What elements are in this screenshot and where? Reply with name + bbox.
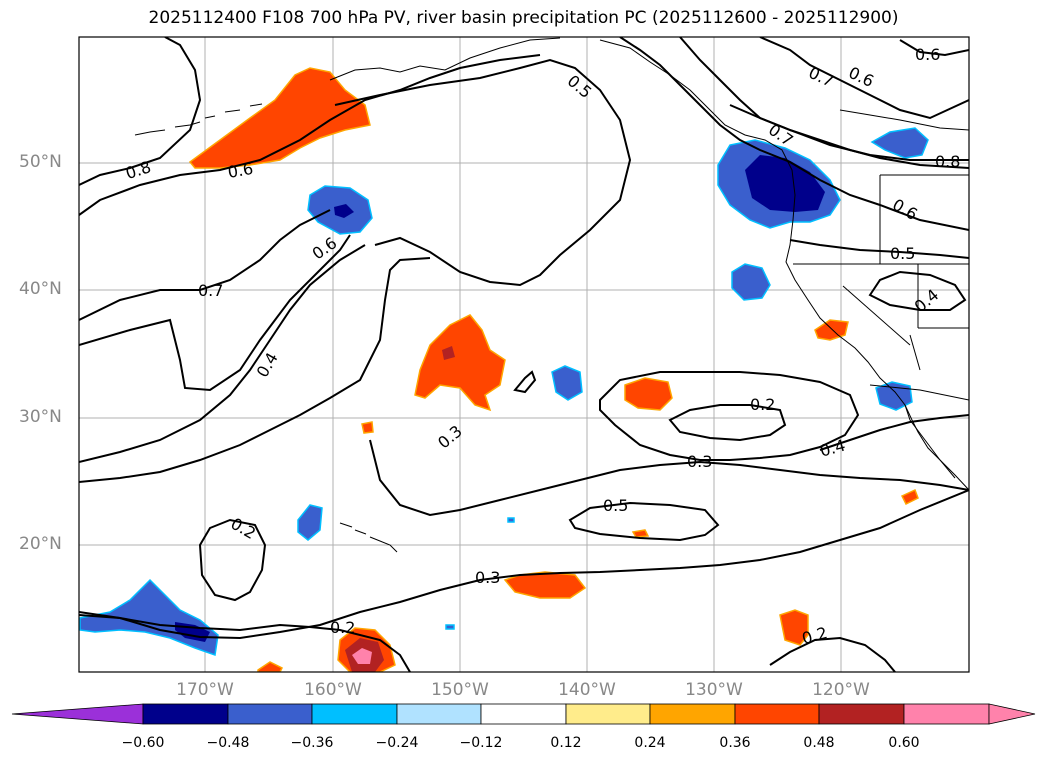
precip-neg-pacnw-core xyxy=(745,155,825,212)
precip-core-central xyxy=(442,346,455,360)
precip-peak-hawaii-south xyxy=(352,648,372,664)
precip-blob-baja xyxy=(779,609,809,646)
colorbar-tick-label: 0.48 xyxy=(803,735,835,751)
precip-neg-small xyxy=(551,365,583,401)
contour-label: 0.6 xyxy=(226,159,254,182)
contour-0.4-central xyxy=(599,371,860,461)
colorbar-extend-low xyxy=(11,703,144,725)
contour-label: 0.6 xyxy=(915,45,940,64)
precip-blob-small4 xyxy=(900,488,919,506)
contour-0.8-ne xyxy=(729,104,969,161)
precip-blob-small3 xyxy=(631,529,650,538)
lat-label: 30°N xyxy=(19,407,62,427)
contour-0.6-ne xyxy=(759,37,969,120)
precip-neg-midlat xyxy=(731,263,771,301)
colorbar-tick-label: −0.48 xyxy=(206,735,250,751)
colorbar-tick-label: −0.36 xyxy=(290,735,334,751)
precip-blob-central xyxy=(414,314,506,412)
precip-neg-dot1 xyxy=(507,517,515,523)
colorbar-tick-label: −0.60 xyxy=(121,735,165,751)
lon-label: 160°W xyxy=(304,680,362,700)
map-title: 2025112400 F108 700 hPa PV, river basin … xyxy=(148,8,899,28)
negative-precip-anomaly xyxy=(79,127,929,657)
contour-label: 0.6 xyxy=(889,195,921,224)
contour-0.5-ne xyxy=(789,239,969,259)
contour-label: 0.3 xyxy=(687,452,712,471)
contour-label: 0.5 xyxy=(603,496,628,515)
contour-label: 0.7 xyxy=(806,63,837,91)
contour-0.6-northwest xyxy=(79,37,202,186)
contour-0.6-pacnw xyxy=(619,37,969,231)
contour-label: 0.2 xyxy=(228,514,260,543)
contour-0.5-south xyxy=(568,501,720,542)
colorbar-tick-label: −0.24 xyxy=(375,735,419,751)
lon-label: 170°W xyxy=(176,680,234,700)
contour-0.6-west xyxy=(79,234,351,392)
colorbar-tick-label: 0.12 xyxy=(550,735,582,751)
contour-label: 0.2 xyxy=(330,618,355,637)
contour-label: 0.8 xyxy=(935,152,960,171)
contour-label: 0.6 xyxy=(309,233,341,263)
colorbar xyxy=(11,703,1036,725)
precip-neg-hawaii xyxy=(297,504,323,541)
contour-label: 0.5 xyxy=(890,244,915,263)
positive-precip-anomaly xyxy=(188,67,919,672)
contour-0.8-northwest xyxy=(79,54,541,216)
contour-0.2-hawaii-west xyxy=(198,518,267,602)
lon-label: 120°W xyxy=(812,680,870,700)
contour-0.4 xyxy=(79,244,366,463)
colorbar-extend-high xyxy=(988,703,1036,725)
pv-contours xyxy=(79,37,969,672)
contour-0.3-main xyxy=(79,257,431,483)
lat-label: 40°N xyxy=(19,279,62,299)
contour-0.3-south xyxy=(79,489,969,640)
plot-frame xyxy=(78,36,970,673)
contour-label: 0.6 xyxy=(846,63,877,91)
contour-0.4-east xyxy=(819,414,969,451)
precip-neg-dot2 xyxy=(445,624,455,630)
contour-small-loop xyxy=(513,370,537,394)
lat-label: 50°N xyxy=(19,152,62,172)
contour-0.7-west xyxy=(79,209,331,321)
contour-label: 0.5 xyxy=(564,71,596,102)
colorbar-tick-label: 0.60 xyxy=(888,735,920,751)
lon-label: 140°W xyxy=(558,680,616,700)
contour-0.6-ne2 xyxy=(899,39,969,57)
lon-label: 130°W xyxy=(685,680,743,700)
precip-blob-small1 xyxy=(361,421,374,434)
contour-0.4-ne xyxy=(868,270,967,311)
contour-label: 0.4 xyxy=(253,349,282,381)
precip-blob-gulf-alaska xyxy=(188,67,371,169)
contour-label: 0.7 xyxy=(198,281,223,300)
contour-0.3-central xyxy=(369,439,969,517)
contour-0.2-baja xyxy=(769,636,896,672)
contour-label: 0.3 xyxy=(475,568,500,587)
colorbar-tick-label: 0.36 xyxy=(719,735,751,751)
lat-label: 20°N xyxy=(19,534,62,554)
contour-0.2-central xyxy=(668,404,787,442)
contour-label: 0.3 xyxy=(434,422,466,453)
lon-label: 150°W xyxy=(431,680,489,700)
precip-blob-california xyxy=(814,319,849,341)
colorbar-tick-label: −0.12 xyxy=(459,735,503,751)
precip-blob-small2 xyxy=(257,661,284,672)
contour-0.5-north xyxy=(334,58,632,287)
precip-neg-canada xyxy=(870,127,929,159)
contour-label: 0.4 xyxy=(818,436,848,461)
precip-neg-west-core xyxy=(334,204,354,218)
precip-blob-east xyxy=(624,377,673,411)
colorbar-tick-label: 0.24 xyxy=(634,735,666,751)
contour-0.2-southwest xyxy=(79,611,411,672)
contour-label: 0.2 xyxy=(750,395,775,414)
